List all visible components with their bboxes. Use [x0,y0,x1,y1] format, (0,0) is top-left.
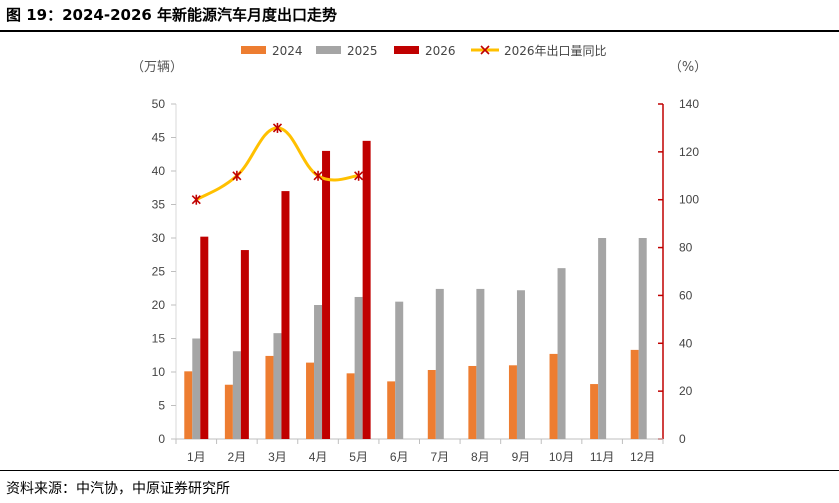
bar-2024 [468,365,477,439]
left-axis-tick-label: 25 [152,265,166,279]
x-axis-tick-label: 12月 [630,450,655,464]
title-rule [0,30,839,32]
legend-label-2026: 2026 [425,44,456,58]
legend-label-yoy: 2026年出口量同比 [504,44,607,58]
left-axis-tick-label: 15 [152,332,166,346]
x-axis-tick-label: 8月 [471,450,490,464]
left-axis-tick-label: 35 [152,198,166,212]
right-axis-tick-label: 40 [679,336,693,350]
bar-2025 [314,305,323,439]
x-axis-tick-label: 4月 [309,450,328,464]
bar-2025 [476,288,485,439]
x-axis-tick-label: 1月 [187,450,206,464]
x-axis-tick-label: 7月 [430,450,449,464]
chart-canvas: 051015202530354045500204060801001201401月… [131,44,707,464]
bar-2025 [516,290,525,439]
left-axis-tick-label: 40 [152,164,166,178]
x-axis-tick-label: 5月 [349,450,368,464]
bar-2024 [630,349,639,439]
x-axis-tick-label: 11月 [590,450,614,464]
bar-2025 [395,301,404,439]
line-point-marker [354,170,364,181]
bar-2025 [192,338,201,439]
chart-title: 图 19：2024-2026 年新能源汽车月度出口走势 [6,6,338,24]
bar-2025 [232,351,241,439]
legend-label-2025: 2025 [347,44,378,58]
legend-label-2024: 2024 [272,44,303,58]
legend-swatch-2024 [241,46,266,54]
bar-2025 [598,238,607,439]
bar-2024 [427,369,436,439]
left-axis-tick-label: 0 [158,432,165,446]
bar-2024 [387,381,396,439]
bar-2025 [435,288,444,439]
left-axis-tick-label: 20 [152,298,166,312]
left-axis-tick-label: 30 [152,231,166,245]
bar-2025 [638,238,647,439]
right-axis-tick-label: 120 [679,145,699,159]
bar-2026 [281,191,290,439]
bar-2024 [508,365,517,439]
right-axis-tick-label: 80 [679,241,693,255]
line-point-marker [191,194,201,205]
x-axis-tick-label: 6月 [390,450,409,464]
left-axis-tick-label: 45 [152,131,166,145]
right-axis-tick-label: 0 [679,432,686,446]
line-point-marker [232,170,242,181]
bar-2025 [273,333,282,439]
bar-2026 [322,150,331,439]
bar-2024 [265,355,274,439]
legend-marker [480,45,490,55]
right-axis-tick-label: 20 [679,384,693,398]
bar-2025 [557,268,566,439]
x-axis-tick-label: 2月 [228,450,247,464]
bar-2026 [240,250,249,439]
legend-swatch-2026 [394,46,419,54]
left-axis-tick-label: 5 [158,399,165,413]
bar-2026 [362,140,371,439]
bar-2024 [590,384,599,439]
x-axis-tick-label: 9月 [512,450,531,464]
left-axis-label: （万辆） [131,60,183,75]
bar-2025 [354,296,363,439]
right-axis-tick-label: 100 [679,193,699,207]
right-axis-tick-label: 60 [679,288,693,302]
line-point-marker [272,122,283,133]
left-axis-tick-label: 50 [152,97,166,111]
x-axis-tick-label: 10月 [549,450,574,464]
bar-2024 [224,384,233,439]
bar-2026 [200,236,209,439]
line-point-marker [313,170,323,181]
legend-swatch-2025 [316,46,341,54]
right-axis-tick-label: 140 [679,97,699,111]
right-axis-label: （%） [669,60,707,75]
line-yoy-2026 [195,126,359,202]
source-note: 资料来源：中汽协，中原证券研究所 [6,481,230,497]
left-axis-tick-label: 10 [152,365,166,379]
bar-2024 [346,373,355,439]
bar-2024 [549,353,558,439]
footer-rule [0,470,839,471]
bar-2024 [306,362,315,439]
bar-2024 [184,371,193,439]
x-axis-tick-label: 3月 [268,450,287,464]
